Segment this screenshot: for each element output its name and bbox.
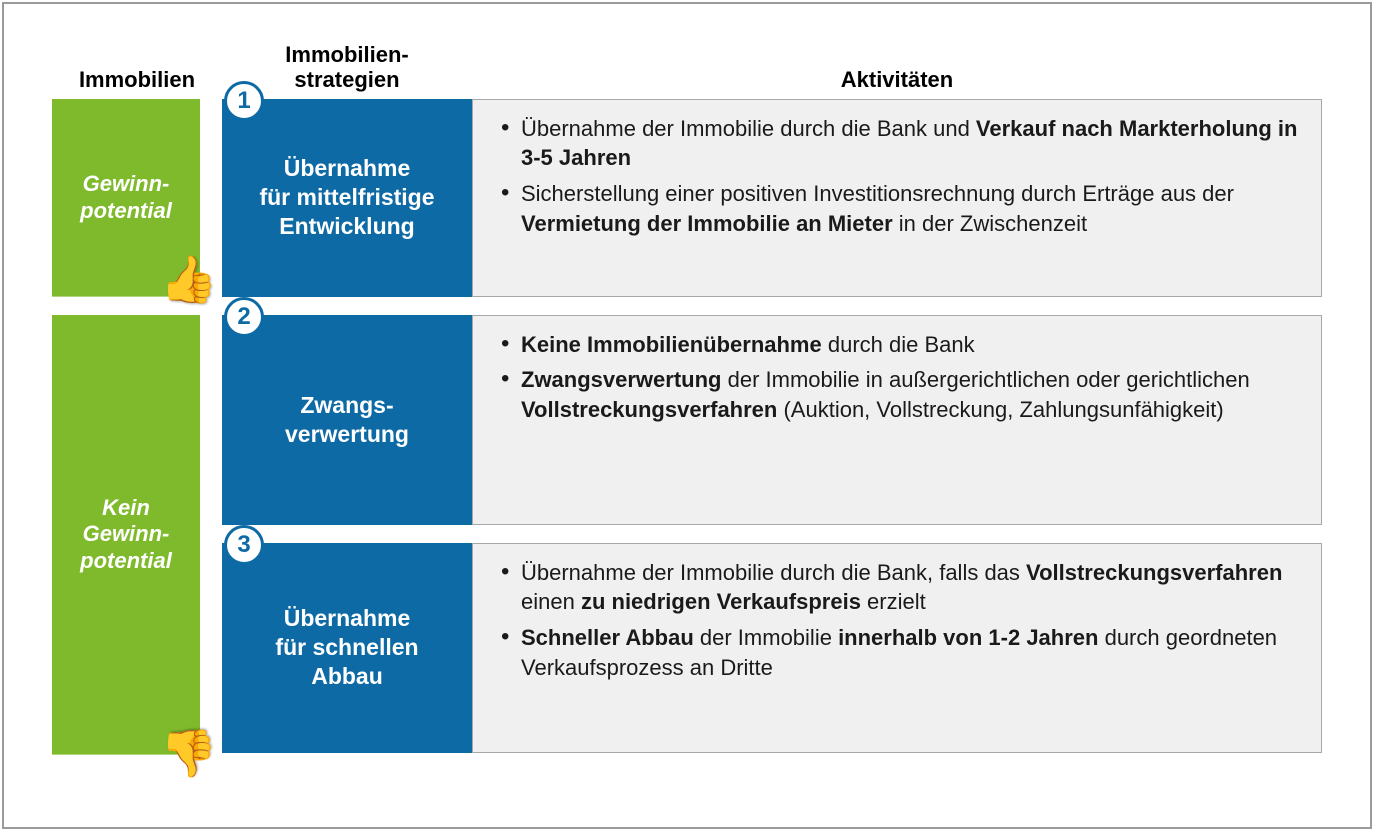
a3b1-b2: zu niedrigen Verkaufspreis <box>581 589 861 614</box>
header-aktivitaeten: Aktivitäten <box>472 67 1322 93</box>
thumbs-down-icon: 👍 <box>160 726 217 781</box>
a2b1-t1: durch die Bank <box>822 332 975 357</box>
s1-l3: Entwicklung <box>279 213 414 239</box>
category-col-1: Gewinn- potential 👍 <box>52 99 222 297</box>
diagram-frame: Immobilien Immobilien- strategien Aktivi… <box>2 2 1372 829</box>
row-2: Kein Gewinn- potential 2 Zwangs- verwert… <box>52 315 1322 525</box>
strategy-1: Übernahme für mittelfristige Entwicklung <box>222 99 472 297</box>
badge-2: 2 <box>224 297 264 337</box>
s3-l3: Abbau <box>311 663 383 689</box>
activity-2: Keine Immobilienübernahme durch die Bank… <box>472 315 1322 525</box>
header-strategien-l1: Immobilien- <box>285 42 408 67</box>
a1-bullet-1: Übernahme der Immobilie durch die Bank u… <box>501 114 1301 173</box>
a1b2-b1: Vermietung der Immobilie an Mieter <box>521 211 893 236</box>
category-col-2: Kein Gewinn- potential <box>52 315 222 525</box>
rows-container: Gewinn- potential 👍 1 Übernahme für mitt… <box>52 99 1322 753</box>
a3b1-t3: erzielt <box>861 589 926 614</box>
header-strategien-l2: strategien <box>294 67 399 92</box>
a2-bullet-2: Zwangsverwertung der Immobilie in außerg… <box>501 365 1301 424</box>
a3b1-t1: Übernahme der Immobilie durch die Bank, … <box>521 560 1026 585</box>
cat-top-l1: Gewinn- <box>83 171 170 196</box>
a3b2-t1: der Immobilie <box>694 625 838 650</box>
a2b2-t2: (Auktion, Vollstreckung, Zahlungsunfähig… <box>777 397 1223 422</box>
s2-l2: verwertung <box>285 421 409 447</box>
row-3: 👍 3 Übernahme für schnellen Abbau Überna… <box>52 543 1322 753</box>
badge-1: 1 <box>224 81 264 121</box>
s3-l2: für schnellen <box>275 634 418 660</box>
cat-top-l2: potential <box>80 198 172 223</box>
a1b1-t1: Übernahme der Immobilie durch die Bank u… <box>521 116 976 141</box>
a2b2-b1: Zwangsverwertung <box>521 367 721 392</box>
s1-l1: Übernahme <box>284 155 411 181</box>
a3-bullet-1: Übernahme der Immobilie durch die Bank, … <box>501 558 1301 617</box>
a2b1-b1: Keine Immobilienübernahme <box>521 332 822 357</box>
strategy-3: Übernahme für schnellen Abbau <box>222 543 472 753</box>
a2-bullet-1: Keine Immobilienübernahme durch die Bank <box>501 330 1301 360</box>
activity-3: Übernahme der Immobilie durch die Bank, … <box>472 543 1322 753</box>
a2b2-t1: der Immobilie in außergerichtlichen oder… <box>721 367 1249 392</box>
header-strategien: Immobilien- strategien <box>222 42 472 93</box>
a3-bullet-2: Schneller Abbau der Immobilie innerhalb … <box>501 623 1301 682</box>
a3b1-b1: Vollstreckungsverfahren <box>1026 560 1282 585</box>
s1-l2: für mittelfristige <box>259 184 434 210</box>
s3-l1: Übernahme <box>284 605 411 631</box>
cat-bot-l1: Kein <box>102 495 150 520</box>
s2-l1: Zwangs- <box>300 392 393 418</box>
a3b2-b2: innerhalb von 1-2 Jahren <box>838 625 1098 650</box>
a2b2-b2: Vollstreckungsverfahren <box>521 397 777 422</box>
strategy-2: Zwangs- verwertung <box>222 315 472 525</box>
row-1: Gewinn- potential 👍 1 Übernahme für mitt… <box>52 99 1322 297</box>
a1-bullet-2: Sicherstellung einer positiven Investiti… <box>501 179 1301 238</box>
activity-1: Übernahme der Immobilie durch die Bank u… <box>472 99 1322 297</box>
category-col-3: 👍 <box>52 543 222 753</box>
a1b2-t2: in der Zwischenzeit <box>893 211 1087 236</box>
a3b2-b1: Schneller Abbau <box>521 625 694 650</box>
thumbs-up-icon: 👍 <box>160 252 217 307</box>
a3b1-t2: einen <box>521 589 581 614</box>
a1b2-t1: Sicherstellung einer positiven Investiti… <box>521 181 1234 206</box>
header-immobilien: Immobilien <box>52 67 222 93</box>
badge-3: 3 <box>224 525 264 565</box>
